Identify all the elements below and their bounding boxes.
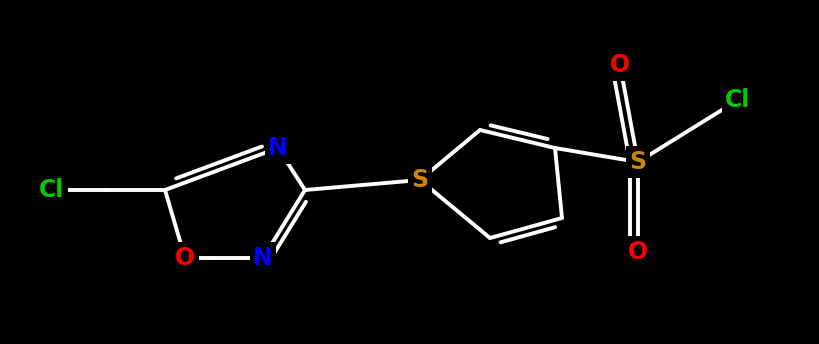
Text: Cl: Cl bbox=[726, 88, 751, 112]
Text: N: N bbox=[253, 246, 273, 270]
Text: N: N bbox=[268, 136, 287, 160]
Text: S: S bbox=[411, 168, 428, 192]
Text: O: O bbox=[610, 53, 630, 77]
Text: S: S bbox=[630, 150, 646, 174]
Text: O: O bbox=[628, 240, 648, 264]
Text: O: O bbox=[175, 246, 195, 270]
Text: Cl: Cl bbox=[39, 178, 65, 202]
